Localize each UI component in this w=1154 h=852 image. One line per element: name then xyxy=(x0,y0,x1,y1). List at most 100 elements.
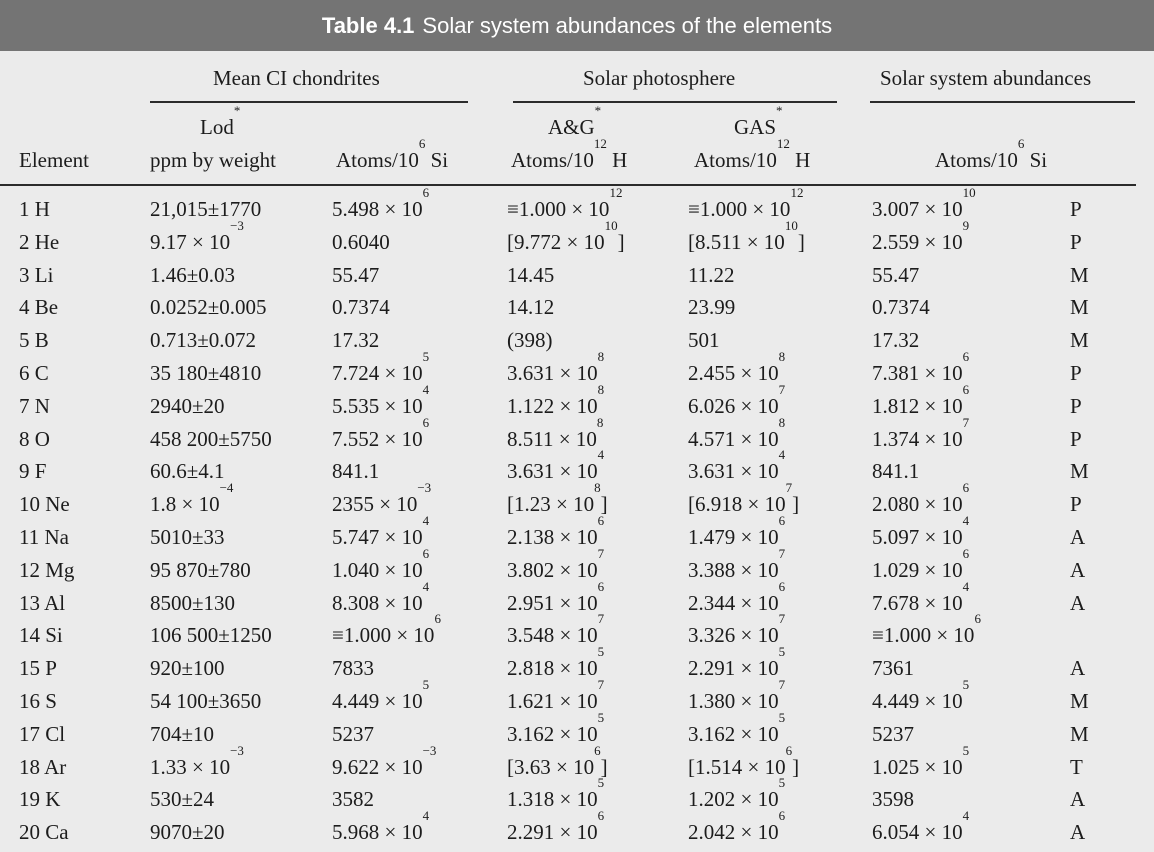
cell-ci-atoms: 7.724 × 105 xyxy=(332,349,430,385)
cell-element: 1 H xyxy=(19,197,50,221)
cell-element: 16 S xyxy=(19,689,57,713)
cell-ag: 3.631 × 108 xyxy=(507,349,605,385)
cell-gas: 1.479 × 106 xyxy=(688,513,786,549)
cell-lod: 0.713±0.072 xyxy=(150,328,257,353)
cell-ag: 14.12 xyxy=(507,295,555,320)
group-header-solar-system: Solar system abundances xyxy=(880,66,1092,90)
cell-ag: 1.621 × 107 xyxy=(507,677,605,713)
cell-lod: 95 870±780 xyxy=(150,557,251,582)
cell-element: 20 Ca xyxy=(19,820,69,845)
cell-element: 10 Ne xyxy=(19,492,70,517)
cell-ci-atoms: 5.747 × 104 xyxy=(332,513,430,549)
cell-element: 6 C xyxy=(19,361,49,385)
cell-source: P xyxy=(1070,492,1082,517)
cell-source: M xyxy=(1070,689,1089,713)
cell-gas: 3.162 × 105 xyxy=(688,709,786,746)
cell-gas: 2.042 × 106 xyxy=(688,808,786,845)
cell-ss-atoms: 7361 xyxy=(872,656,914,681)
cell-source: A xyxy=(1070,820,1086,845)
header-rule xyxy=(0,184,1136,186)
cell-ci-atoms: 3582 xyxy=(332,787,374,812)
cell-ss-atoms: 3598 xyxy=(872,787,914,812)
cell-ag: 1.318 × 105 xyxy=(507,775,605,812)
cell-ag: 3.548 × 107 xyxy=(507,611,605,648)
cell-source: P xyxy=(1070,426,1082,451)
cell-ss-atoms: 17.32 xyxy=(872,328,920,353)
cell-ci-atoms: ≡1.000 × 106 xyxy=(332,611,441,648)
cell-gas: 1.380 × 107 xyxy=(688,677,786,713)
cell-element: 13 Al xyxy=(19,590,66,615)
cell-source: P xyxy=(1070,393,1082,418)
cell-ag: 3.162 × 105 xyxy=(507,709,605,746)
cell-gas: 11.22 xyxy=(688,262,735,287)
cell-ci-atoms: 17.32 xyxy=(332,328,380,353)
cell-gas: 6.026 × 107 xyxy=(688,381,786,418)
cell-ag: [3.63 × 106] xyxy=(507,742,608,779)
cell-gas: [1.514 × 106] xyxy=(688,742,800,779)
cell-ss-atoms: 55.47 xyxy=(872,262,920,287)
cell-source: A xyxy=(1070,557,1086,582)
cell-lod: 9.17 × 10−3 xyxy=(150,217,244,254)
cell-lod: 9070±20 xyxy=(150,820,225,845)
cell-ag: ≡1.000 × 1012 xyxy=(507,185,623,221)
cell-ci-atoms: 7833 xyxy=(332,656,374,681)
cell-source: T xyxy=(1070,754,1083,779)
cell-ag: 3.802 × 107 xyxy=(507,545,605,582)
cell-source: M xyxy=(1070,295,1089,320)
cell-source: A xyxy=(1070,787,1086,812)
cell-ci-atoms: 9.622 × 10−3 xyxy=(332,742,437,779)
cell-ss-atoms: 2.080 × 106 xyxy=(872,480,970,517)
cell-ss-atoms: 1.029 × 106 xyxy=(872,545,970,582)
cell-ag: 2.818 × 105 xyxy=(507,644,605,681)
table-title-bar: Table 4.1 Solar system abundances of the … xyxy=(0,0,1154,51)
cell-ag: (398) xyxy=(507,328,553,353)
cell-element: 4 Be xyxy=(19,295,59,320)
cell-ag: 14.45 xyxy=(507,262,555,287)
cell-gas: 3.388 × 107 xyxy=(688,545,786,582)
cell-ss-atoms: 3.007 × 1010 xyxy=(872,185,976,221)
cell-lod: 54 100±3650 xyxy=(150,689,262,713)
cell-ss-atoms: 0.7374 xyxy=(872,295,930,320)
cell-ss-atoms: 5237 xyxy=(872,721,914,746)
cell-ci-atoms: 5.968 × 104 xyxy=(332,808,430,845)
cell-element: 11 Na xyxy=(19,525,69,549)
cell-gas: 23.99 xyxy=(688,295,736,320)
cell-source: M xyxy=(1070,459,1089,484)
cell-ss-atoms: 1.812 × 106 xyxy=(872,381,970,418)
cell-element: 18 Ar xyxy=(19,754,67,779)
cell-source: P xyxy=(1070,229,1082,254)
cell-source: M xyxy=(1070,721,1089,746)
cell-element: 7 N xyxy=(19,393,50,418)
cell-ag: 2.138 × 106 xyxy=(507,513,605,549)
cell-lod: 5010±33 xyxy=(150,525,225,549)
cell-ss-atoms: 5.097 × 104 xyxy=(872,513,970,549)
cell-gas: [6.918 × 107] xyxy=(688,480,800,517)
cell-gas: 3.631 × 104 xyxy=(688,447,786,484)
cell-ss-atoms: ≡1.000 × 106 xyxy=(872,611,981,648)
cell-lod: 1.46±0.03 xyxy=(150,262,236,287)
cell-ci-atoms: 4.449 × 105 xyxy=(332,677,430,713)
cell-ag: [9.772 × 1010] xyxy=(507,217,625,254)
cell-gas: 2.291 × 105 xyxy=(688,644,786,681)
col-header-element: Element xyxy=(19,148,89,172)
cell-element: 14 Si xyxy=(19,623,63,648)
cell-ss-atoms: 7.381 × 106 xyxy=(872,349,970,385)
col-header-gas: GAS* xyxy=(734,103,783,139)
cell-element: 2 He xyxy=(19,229,60,254)
cell-lod: 106 500±1250 xyxy=(150,623,272,648)
cell-ag: 8.511 × 108 xyxy=(507,414,604,451)
group-underline-solar-system xyxy=(870,101,1135,103)
cell-lod: 60.6±4.1 xyxy=(150,459,225,484)
cell-ss-atoms: 4.449 × 105 xyxy=(872,677,970,713)
cell-ci-atoms: 841.1 xyxy=(332,459,380,484)
cell-source: P xyxy=(1070,197,1082,221)
group-underline-photosphere xyxy=(513,101,837,103)
col-header-ag-unit: Atoms/1012 H xyxy=(511,136,628,172)
cell-ag: 2.291 × 106 xyxy=(507,808,605,845)
cell-element: 17 Cl xyxy=(19,721,66,746)
cell-gas: 1.202 × 105 xyxy=(688,775,786,812)
cell-ci-atoms: 5.535 × 104 xyxy=(332,381,430,418)
cell-source: A xyxy=(1070,525,1086,549)
cell-lod: 1.8 × 10−4 xyxy=(150,480,234,517)
group-header-photosphere: Solar photosphere xyxy=(583,66,736,90)
